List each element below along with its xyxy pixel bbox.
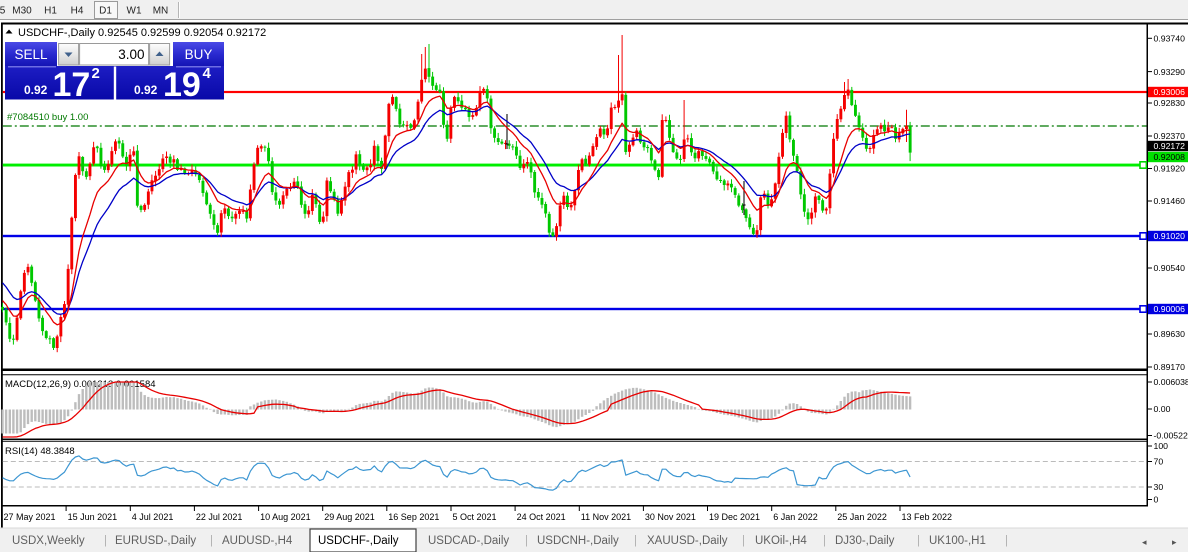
svg-text:#7084510 buy 1.00: #7084510 buy 1.00 [7, 112, 88, 123]
svg-text:0.89630: 0.89630 [1154, 329, 1186, 339]
svg-text:|: | [634, 535, 637, 547]
svg-text:DJ30-,Daily: DJ30-,Daily [835, 535, 895, 547]
svg-text:4: 4 [203, 65, 212, 82]
svg-text:11 Nov 2021: 11 Nov 2021 [581, 512, 631, 522]
svg-text:|: | [210, 535, 213, 547]
svg-text:0.91460: 0.91460 [1154, 196, 1186, 206]
svg-text:H1: H1 [44, 6, 57, 17]
svg-text:USDCAD-,Daily: USDCAD-,Daily [428, 535, 509, 547]
svg-text:0.00: 0.00 [1154, 404, 1171, 414]
svg-text:-0.00522: -0.00522 [1154, 431, 1188, 441]
svg-text:25 Jan 2022: 25 Jan 2022 [837, 512, 887, 522]
svg-text:0.92008: 0.92008 [1154, 152, 1186, 162]
svg-text:16 Sep 2021: 16 Sep 2021 [388, 512, 439, 522]
svg-text:0.92: 0.92 [134, 83, 158, 97]
svg-text:2: 2 [92, 65, 100, 82]
svg-text:30: 30 [1154, 482, 1164, 492]
svg-text:0.92: 0.92 [24, 83, 48, 97]
svg-text:17: 17 [53, 66, 91, 104]
svg-text:22 Jul 2021: 22 Jul 2021 [196, 512, 243, 522]
svg-text:4 Jul 2021: 4 Jul 2021 [132, 512, 174, 522]
svg-text:|: | [525, 535, 528, 547]
svg-text:SELL: SELL [14, 47, 48, 62]
svg-text:W1: W1 [127, 6, 142, 17]
svg-text:5: 5 [0, 6, 6, 17]
svg-text:0: 0 [1154, 495, 1159, 505]
svg-text:EURUSD-,Daily: EURUSD-,Daily [115, 535, 196, 547]
svg-text:|: | [1005, 535, 1008, 547]
svg-text:◂: ◂ [1142, 537, 1147, 547]
svg-text:0.91020: 0.91020 [1154, 231, 1186, 241]
svg-text:D1: D1 [99, 6, 112, 17]
svg-text:UKOil-,H4: UKOil-,H4 [755, 535, 807, 547]
svg-text:0.91920: 0.91920 [1154, 164, 1186, 174]
svg-text:10 Aug 2021: 10 Aug 2021 [260, 512, 311, 522]
svg-text:MN: MN [153, 6, 169, 17]
svg-text:USDCHF-,Daily 0.92545 0.92599: USDCHF-,Daily 0.92545 0.92599 0.92054 0.… [18, 27, 266, 39]
svg-text:0.92370: 0.92370 [1154, 131, 1186, 141]
svg-text:27 May 2021: 27 May 2021 [4, 512, 56, 522]
svg-text:0.90006: 0.90006 [1154, 304, 1186, 314]
svg-text:30 Nov 2021: 30 Nov 2021 [645, 512, 696, 522]
svg-text:0.89170: 0.89170 [1154, 362, 1186, 372]
svg-text:RSI(14) 48.3848: RSI(14) 48.3848 [5, 446, 75, 457]
svg-text:19: 19 [163, 66, 201, 104]
svg-text:H4: H4 [71, 6, 84, 17]
svg-text:BUY: BUY [185, 47, 213, 62]
svg-text:|: | [823, 535, 826, 547]
svg-text:USDCHF-,Daily: USDCHF-,Daily [318, 535, 399, 547]
svg-text:0.006038: 0.006038 [1154, 377, 1188, 387]
svg-text:M30: M30 [12, 6, 32, 17]
svg-text:13 Feb 2022: 13 Feb 2022 [902, 512, 953, 522]
svg-text:0.92830: 0.92830 [1154, 98, 1186, 108]
svg-text:29 Aug 2021: 29 Aug 2021 [324, 512, 375, 522]
svg-text:USDCNH-,Daily: USDCNH-,Daily [537, 535, 619, 547]
svg-text:0.92172: 0.92172 [1154, 141, 1186, 151]
svg-text:5 Oct 2021: 5 Oct 2021 [453, 512, 497, 522]
svg-text:AUDUSD-,H4: AUDUSD-,H4 [222, 535, 293, 547]
svg-text:24 Oct 2021: 24 Oct 2021 [517, 512, 566, 522]
svg-text:UK100-,H1: UK100-,H1 [929, 535, 986, 547]
svg-text:|: | [917, 535, 920, 547]
svg-text:15 Jun 2021: 15 Jun 2021 [68, 512, 118, 522]
svg-text:|: | [742, 535, 745, 547]
svg-text:19 Dec 2021: 19 Dec 2021 [709, 512, 760, 522]
svg-text:3.00: 3.00 [118, 47, 144, 62]
svg-text:0.93740: 0.93740 [1154, 34, 1186, 44]
svg-text:6 Jan 2022: 6 Jan 2022 [773, 512, 818, 522]
svg-text:|: | [104, 535, 107, 547]
svg-text:70: 70 [1154, 457, 1164, 467]
svg-text:0.93006: 0.93006 [1154, 87, 1186, 97]
svg-text:▸: ▸ [1172, 537, 1177, 547]
svg-text:0.93290: 0.93290 [1154, 67, 1186, 77]
svg-text:0.90540: 0.90540 [1154, 263, 1186, 273]
svg-text:XAUUSD-,Daily: XAUUSD-,Daily [647, 535, 728, 547]
svg-text:USDX,Weekly: USDX,Weekly [12, 535, 85, 547]
svg-text:100: 100 [1154, 441, 1169, 451]
